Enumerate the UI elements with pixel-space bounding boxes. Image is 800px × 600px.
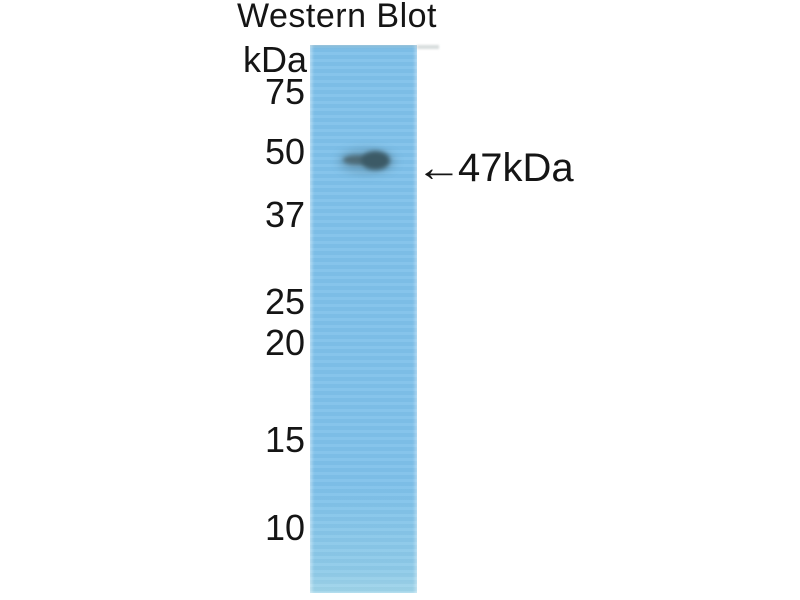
mw-marker-20: 20 xyxy=(264,322,305,363)
gel-lane xyxy=(310,45,417,593)
protein-band-tail xyxy=(343,155,371,165)
gel-edge-smudge xyxy=(417,45,439,49)
kda-unit-label: kDa xyxy=(242,39,307,80)
mw-marker-37: 37 xyxy=(264,194,305,235)
mw-marker-75: 75 xyxy=(264,71,305,112)
protein-band xyxy=(361,151,390,170)
left-arrow-icon: ← xyxy=(416,146,462,190)
figure-title: Western Blot xyxy=(237,0,438,35)
mw-marker-15: 15 xyxy=(264,419,305,460)
mw-marker-25: 25 xyxy=(264,281,305,322)
mw-marker-50: 50 xyxy=(264,131,305,172)
band-weight-label: 47kDa xyxy=(458,146,574,190)
mw-marker-10: 10 xyxy=(264,507,305,548)
band-annotation: ← 47kDa xyxy=(416,146,574,190)
